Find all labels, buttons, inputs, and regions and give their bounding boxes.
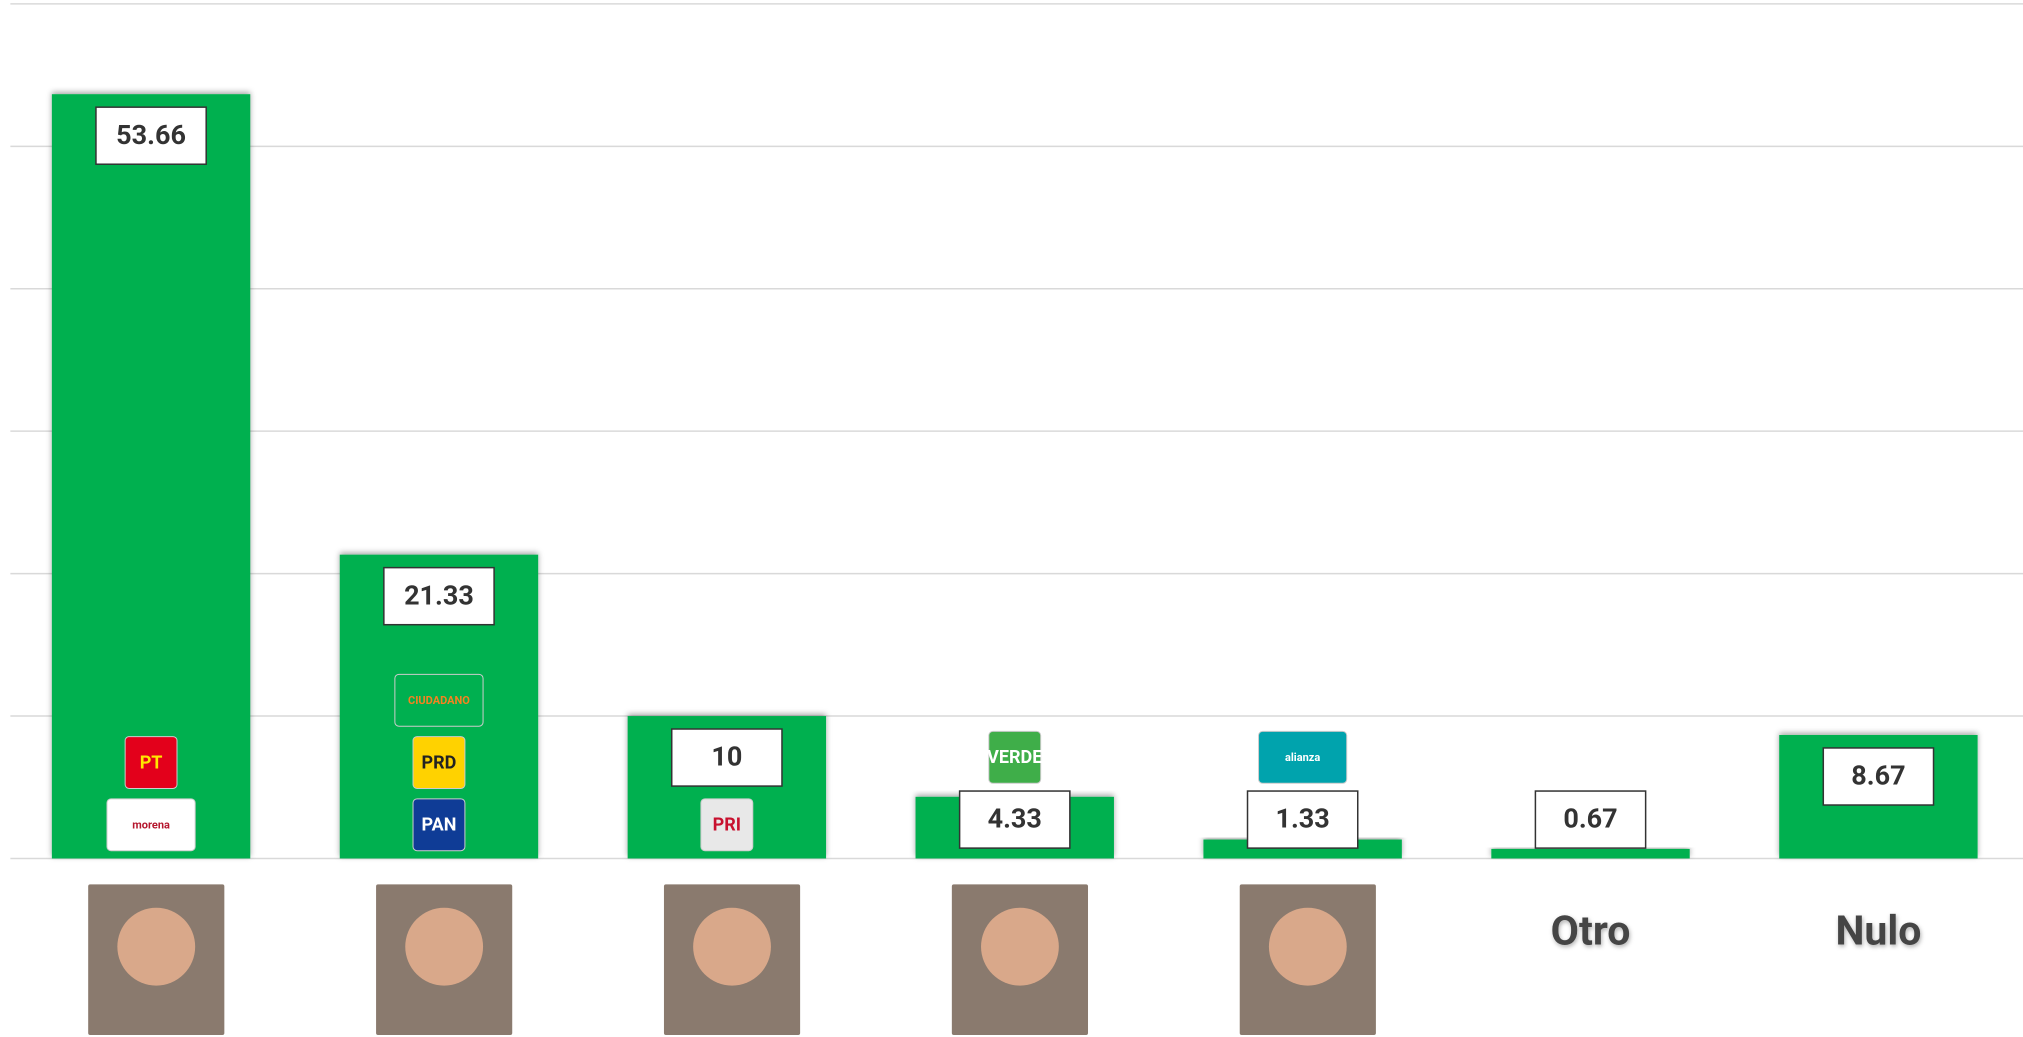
bar [51, 94, 251, 859]
party-logo-box [988, 730, 1042, 784]
value-label-box [670, 728, 783, 787]
party-logo: morena [106, 798, 196, 852]
value-label: 53.66 [95, 106, 207, 165]
party-logo-box [394, 673, 484, 727]
party-logo: PRD [412, 736, 466, 789]
value-label: 8.67 [1822, 747, 1935, 806]
value-label-text: 10 [711, 741, 742, 773]
value-label-text: 4.33 [988, 803, 1042, 835]
value-label-box [95, 106, 207, 165]
party-logo-text: PAN [421, 815, 456, 836]
party-logo-box [412, 736, 466, 789]
value-label-text: 1.33 [1275, 803, 1329, 835]
party-logo-text: alianza [1285, 751, 1320, 764]
value-label: 1.33 [1246, 790, 1359, 849]
value-label-text: 21.33 [404, 579, 474, 611]
party-logo-box [106, 798, 196, 852]
party-logo-box [700, 798, 754, 852]
candidate-photo-face [405, 907, 484, 986]
value-label: 0.67 [1534, 790, 1647, 849]
party-logo-text: PRI [713, 815, 741, 836]
value-label: 4.33 [958, 790, 1071, 849]
party-logo-box [412, 798, 466, 852]
value-label: 21.33 [383, 566, 495, 626]
bar [1491, 848, 1690, 859]
party-logo-text: PRD [422, 752, 457, 773]
party-logo-text: PT [140, 752, 163, 773]
party-logo: VERDE [987, 730, 1042, 784]
party-logo-text: CIUDADANO [408, 694, 470, 707]
x-tick-label: Nulo [1835, 908, 1921, 956]
candidate-photo-face [981, 907, 1059, 986]
party-logo-text: VERDE [987, 747, 1042, 768]
value-label-box [1246, 790, 1359, 849]
party-logo-text: morena [132, 819, 170, 832]
value-label-text: 0.67 [1563, 803, 1617, 835]
value-label-box [1534, 790, 1647, 849]
value-label-box [383, 566, 495, 626]
party-logo: PAN [412, 798, 466, 852]
party-logo-box [1258, 730, 1348, 784]
party-logo: PT [124, 736, 178, 789]
party-logo: PRI [700, 798, 754, 852]
candidate-photo-face [117, 907, 196, 986]
candidate-photo-face [1268, 907, 1347, 986]
party-logo: CIUDADANO [394, 673, 484, 727]
value-label-text: 8.67 [1851, 760, 1905, 792]
party-logo-box [124, 736, 178, 789]
x-tick-label: Otro [1551, 908, 1631, 956]
candidate-photo-face [693, 907, 771, 986]
value-label-box [1822, 747, 1935, 806]
value-label-box [958, 790, 1071, 849]
party-logo: alianza [1258, 730, 1348, 784]
value-label-text: 53.66 [116, 119, 186, 151]
value-label: 10 [670, 728, 783, 787]
